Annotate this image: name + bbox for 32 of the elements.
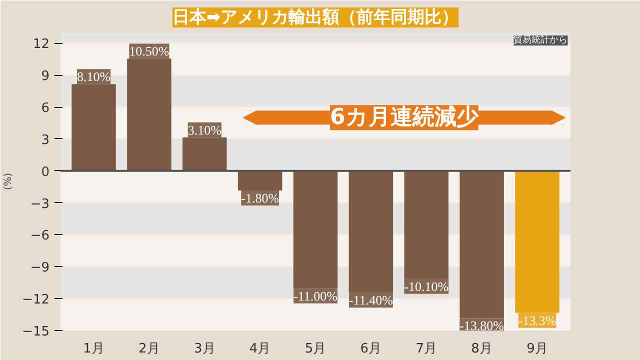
data-label: 10.50% (129, 44, 170, 59)
data-label: -10.10% (404, 278, 449, 294)
y-tick-label: 3 (41, 132, 50, 148)
y-tick-label: 0 (41, 164, 50, 180)
y-tick-label: −12 (22, 292, 50, 308)
annotation: 6カ月連続減少 (330, 105, 480, 130)
y-tick-label: 6 (41, 101, 50, 116)
x-tick-label: 1月 (83, 342, 104, 356)
y-axis-title: (%) (3, 172, 14, 190)
annotation: 貿易統計から (514, 34, 568, 46)
data-label: -13.3% (518, 312, 556, 328)
y-tick-label: 12 (32, 37, 50, 52)
data-label: 8.10% (76, 69, 111, 84)
data-label: -11.40% (348, 292, 394, 308)
x-tick-label: 9月 (526, 342, 548, 356)
data-label: -1.80% (241, 190, 280, 206)
x-tick-label: 3月 (194, 342, 216, 356)
x-tick-label: 2月 (138, 342, 160, 356)
x-tick-label: 5月 (304, 342, 326, 356)
y-tick-label: −15 (22, 324, 50, 340)
data-label: -11.00% (294, 288, 338, 304)
x-tick-label: 7月 (416, 342, 438, 356)
y-tick-label: −6 (30, 228, 50, 244)
y-tick-label: −9 (30, 260, 50, 276)
chart-title: 日本➡アメリカ輸出額（前年同期比） (172, 8, 459, 28)
x-tick-label: 6月 (360, 342, 382, 356)
y-tick-label: 9 (41, 69, 50, 84)
y-tick-label: −3 (30, 196, 50, 212)
data-label: 3.10% (188, 122, 222, 138)
x-tick-label: 8月 (471, 342, 492, 356)
x-tick-label: 4月 (249, 342, 271, 356)
data-label: -13.80% (460, 318, 504, 334)
